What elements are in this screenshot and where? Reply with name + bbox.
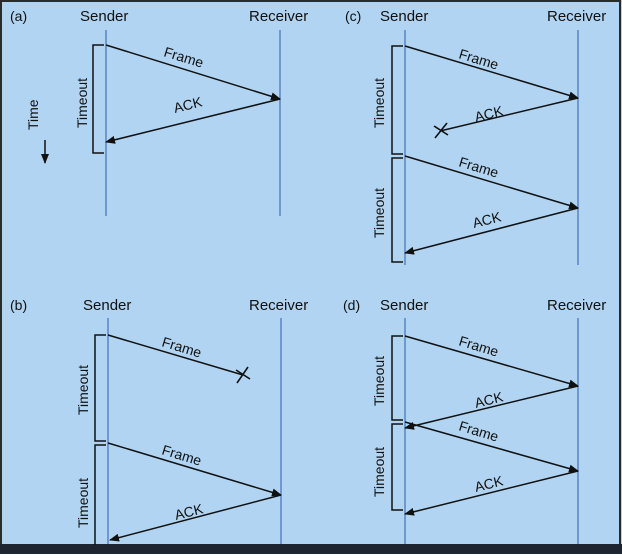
panel-d-timeout-label-2: Timeout [371,447,387,497]
panel-c-frame-arrow-1 [404,45,579,100]
panel-b-frame-arrow-2 [107,442,282,497]
panel-d-tag: (d) [343,297,360,313]
panel-a-timeout-bracket [92,44,104,154]
panel-d-timeout-bracket-2 [391,423,403,511]
panel-c-timeout-label-1: Timeout [371,78,387,128]
panel-d-ack-label-1: ACK [473,388,505,411]
panel-a-frame-arrow [105,44,281,101]
panel-d-ack-label-2: ACK [473,472,505,495]
panel-b-timeout-bracket-2 [94,444,106,545]
panel-b-lost-frame-line [107,334,244,376]
panel-b-lost-mark-icon [235,366,251,384]
bottom-bar [0,544,622,554]
panel-a-timeout-label: Timeout [74,78,90,128]
panel-b-timeout-label-1: Timeout [75,365,91,415]
panel-c-ack-label-1: ACK [473,102,505,125]
panel-d-ack-arrow-1 [404,385,579,430]
panel-d-frame-arrow-2 [404,421,579,473]
panel-c-timeout-bracket-2 [391,157,403,263]
panel-a-sender-label: Sender [80,8,128,25]
panel-c-timeout-label-2: Timeout [371,188,387,238]
panel-d-timeout-label-1: Timeout [371,356,387,406]
panel-c-tag: (c) [345,8,361,24]
panel-b-ack-label: ACK [173,500,205,523]
panel-c-frame-arrow-2 [404,155,579,210]
panel-d-timeout-bracket-1 [391,335,403,421]
panel-c-timeout-bracket-1 [391,45,403,155]
panel-d-ack-arrow-2 [404,470,579,516]
panel-a-ack-arrow [105,98,281,144]
panel-b-timeout-label-2: Timeout [75,478,91,528]
panel-c-ack-arrow-2 [404,207,579,255]
panel-b-sender-label: Sender [83,297,131,314]
panel-b-ack-arrow [109,494,282,542]
panel-c-receiver-label: Receiver [547,8,606,25]
panel-a-ack-label: ACK [172,93,204,116]
panel-a-receiver-label: Receiver [249,8,308,25]
panel-c-lost-ack-line [439,97,579,132]
panel-b-receiver-label: Receiver [249,297,308,314]
panel-d-sender-label: Sender [380,297,428,314]
panel-b-tag: (b) [10,297,27,313]
panel-c-lost-mark-icon [433,122,449,139]
panel-b-timeout-bracket-1 [94,334,106,442]
panel-d-receiver-label: Receiver [547,297,606,314]
panel-a: (a) Sender Receiver Time Timeout Frame A… [10,8,308,216]
time-axis-label: Time [25,99,41,130]
panel-c-ack-label-2: ACK [471,208,503,231]
panel-c-sender-label: Sender [380,8,428,25]
panel-d-frame-arrow-1 [404,335,579,388]
panel-a-tag: (a) [10,8,27,24]
